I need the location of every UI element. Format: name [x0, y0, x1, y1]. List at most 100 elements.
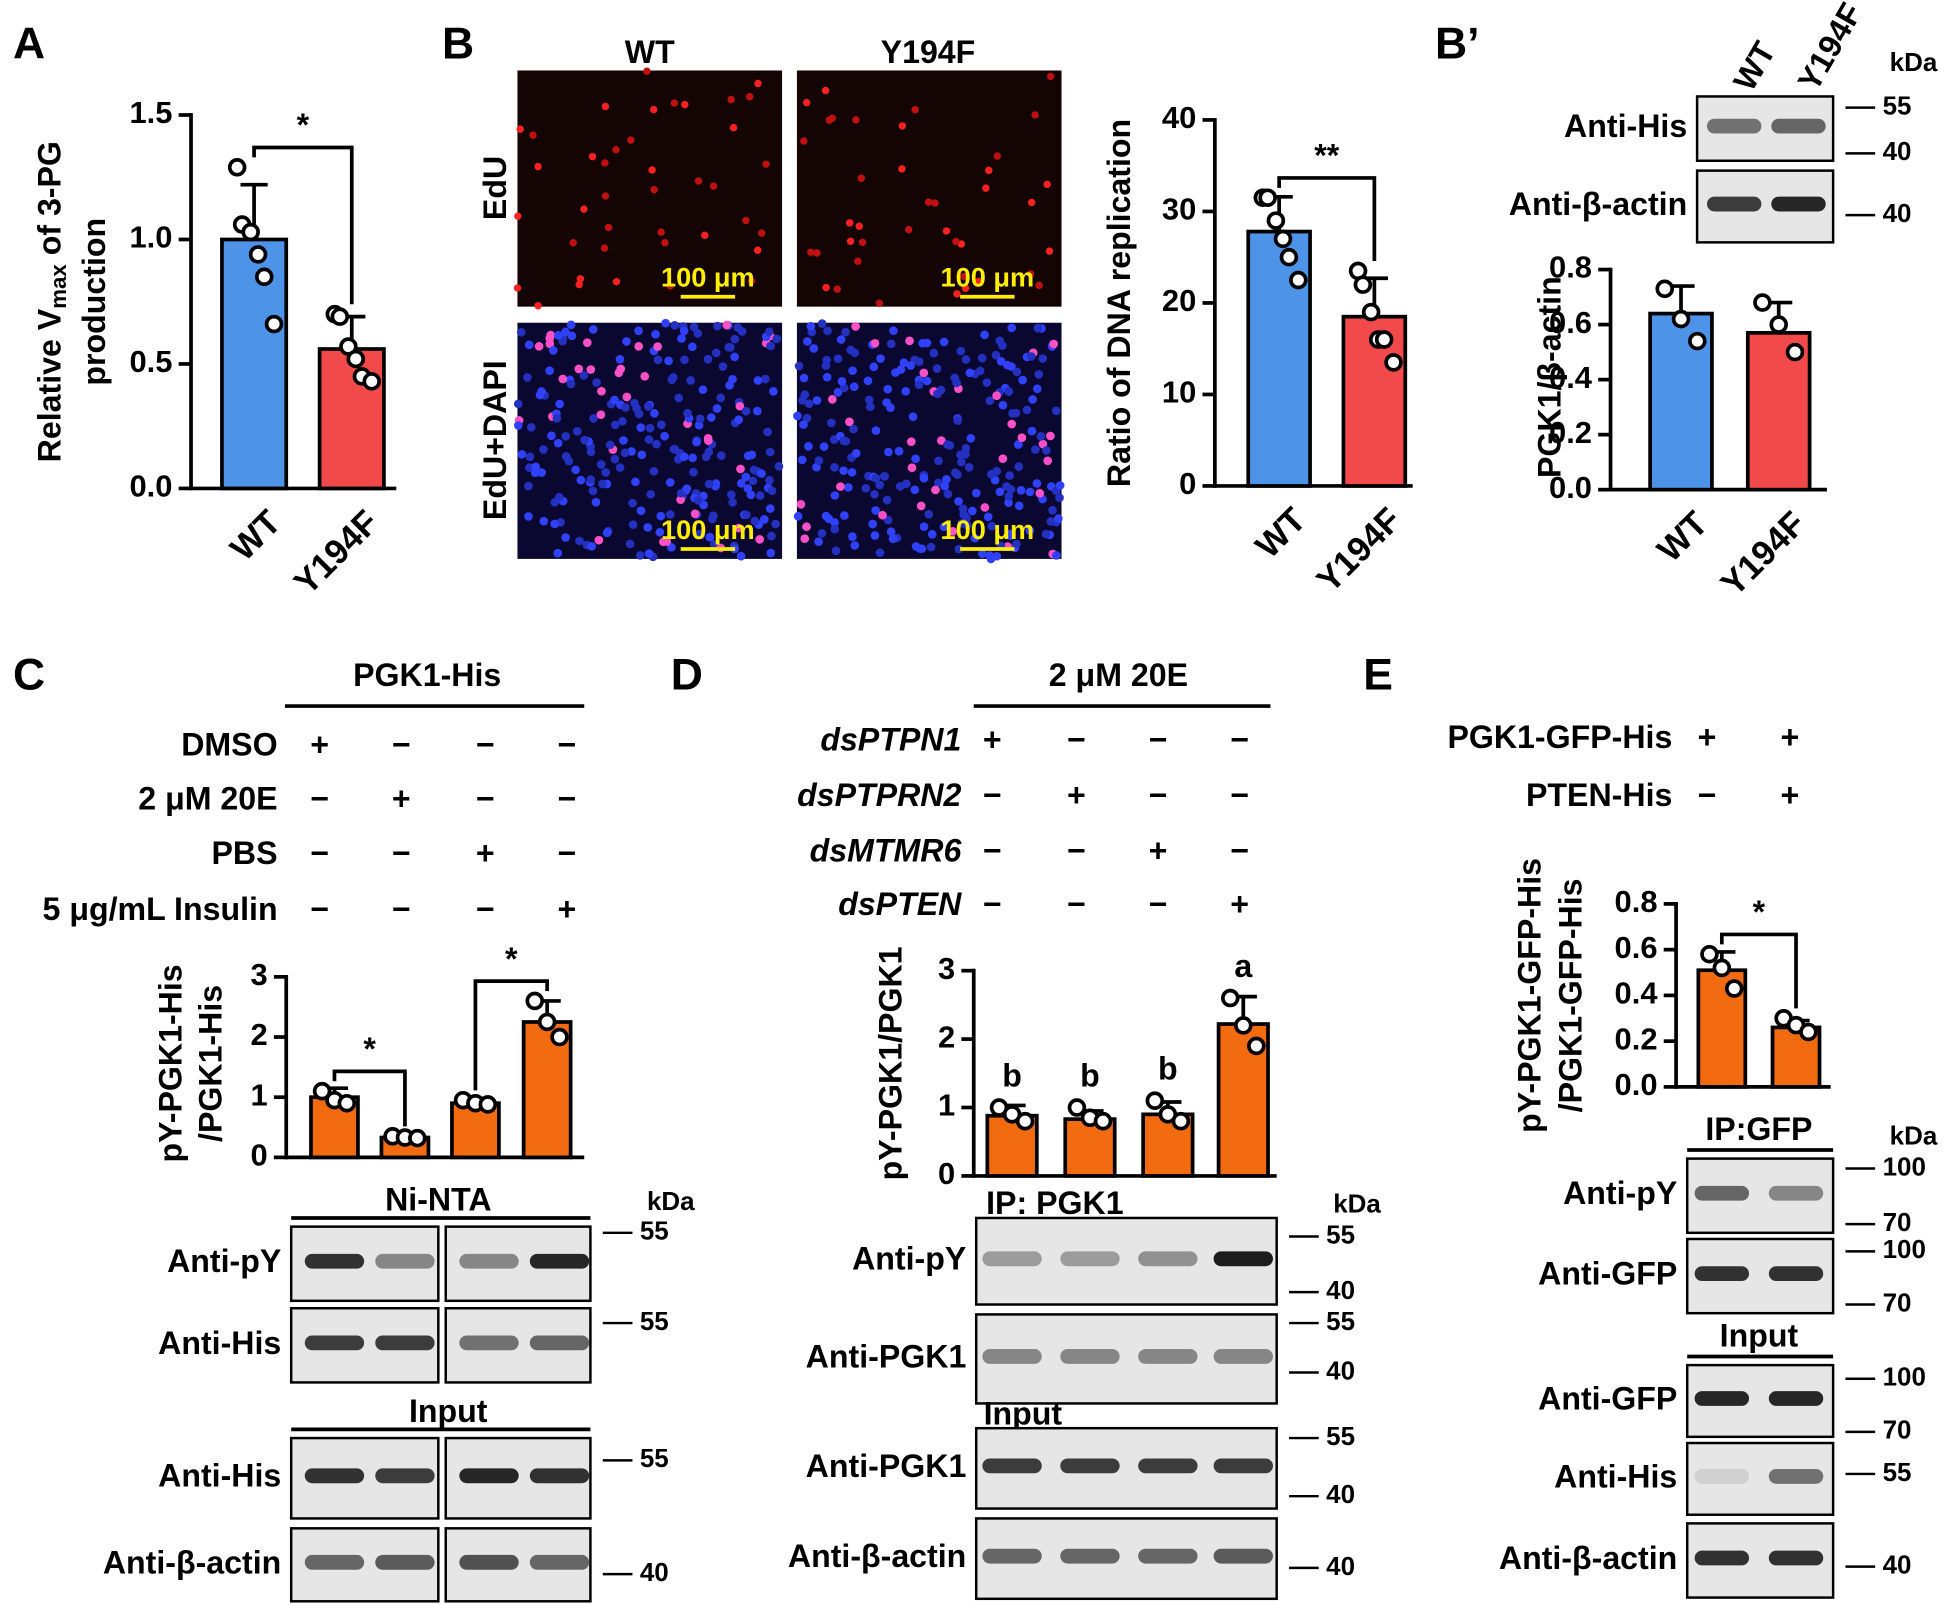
cell: [963, 520, 972, 530]
cell: [734, 415, 744, 425]
y-tick-label: 1.0: [130, 220, 173, 255]
cell: [813, 249, 821, 257]
cell: [681, 100, 689, 109]
cell: [772, 334, 782, 344]
cell: [932, 364, 942, 373]
cell: [627, 136, 635, 144]
cell: [575, 536, 584, 546]
cell: [648, 166, 656, 174]
data-point: [1247, 1036, 1266, 1056]
blot-band: [1213, 1548, 1273, 1564]
cell: [653, 342, 663, 351]
cell: [833, 388, 843, 397]
cell: [954, 544, 964, 554]
panel-label: C: [13, 650, 45, 699]
blot-row-label: Anti-His: [158, 1325, 281, 1361]
cell: [683, 408, 692, 418]
cell: [1022, 405, 1032, 415]
blot-band: [459, 1253, 519, 1269]
cell: [922, 376, 932, 386]
cell: [1035, 281, 1043, 290]
cell: [871, 473, 881, 483]
cell: [982, 184, 990, 192]
cell: [911, 106, 919, 114]
cell: [567, 331, 577, 341]
data-point: [312, 1081, 332, 1101]
cell: [716, 393, 726, 403]
cell: [1052, 551, 1061, 560]
blot-band: [375, 1335, 435, 1351]
cell: [747, 450, 757, 460]
cell: [908, 412, 918, 421]
cell: [894, 446, 904, 456]
cell: [961, 449, 970, 459]
cell: [692, 437, 701, 447]
cell: [621, 403, 630, 412]
blot-band: [375, 1554, 435, 1570]
cell: [933, 478, 943, 488]
condition-sign: +: [1780, 777, 1799, 813]
cell: [953, 290, 961, 298]
cell: [1046, 517, 1056, 526]
condition-label: dsPTEN: [838, 886, 962, 922]
group-letter: b: [1002, 1057, 1022, 1093]
cell: [730, 352, 740, 362]
cell: [980, 503, 990, 512]
cell: [693, 329, 703, 338]
cell: [992, 551, 1002, 561]
cell: [741, 472, 751, 482]
y-tick-label: 3: [938, 951, 955, 986]
cell: [743, 484, 753, 493]
cell: [839, 466, 848, 476]
condition-sign: −: [476, 781, 495, 817]
cell: [580, 435, 589, 445]
cell: [931, 199, 939, 207]
cell: [906, 361, 916, 370]
cell: [804, 399, 814, 409]
micrograph: 100 μm: [513, 318, 784, 562]
data-point: [1015, 1111, 1035, 1131]
cell: [546, 330, 555, 340]
condition-sign: +: [392, 781, 411, 817]
y-tick-label: 0.8: [1549, 250, 1592, 285]
cell: [1027, 426, 1037, 436]
y-tick-label: 1: [938, 1088, 955, 1123]
cell: [592, 378, 601, 387]
marker-label: 70: [1883, 1287, 1912, 1317]
cell: [1042, 446, 1051, 455]
cell: [566, 379, 576, 389]
significance-bracket: [473, 979, 549, 1091]
cell: [1012, 539, 1021, 549]
cell: [1032, 479, 1042, 488]
scale-bar-label: 100 μm: [661, 514, 755, 545]
cell: [878, 510, 887, 520]
marker-label: 55: [1883, 90, 1912, 120]
cell: [662, 537, 672, 546]
cell: [998, 454, 1008, 464]
cell: [569, 239, 577, 247]
cell: [943, 489, 953, 499]
data-point: [1353, 275, 1373, 294]
cell: [964, 463, 974, 472]
cell: [517, 449, 527, 459]
micrograph: 100 μm: [793, 319, 1065, 564]
cell: [682, 484, 692, 493]
cell: [730, 334, 740, 344]
blot-band: [375, 1253, 435, 1269]
cell: [812, 396, 822, 405]
blot-band: [529, 1554, 590, 1570]
cell: [762, 160, 770, 168]
cell: [985, 551, 995, 560]
cell: [627, 447, 636, 456]
cell: [635, 551, 645, 560]
blot-band: [459, 1554, 519, 1570]
data-point: [525, 991, 545, 1011]
cell: [604, 223, 613, 232]
cell: [703, 354, 713, 364]
cell: [661, 318, 670, 328]
y-tick-label: 0.6: [1615, 930, 1658, 965]
cell: [706, 413, 716, 422]
panel-label: B’: [1435, 20, 1480, 69]
y-tick-label: 1.5: [130, 95, 173, 130]
y-axis-label: pY-PGK1-GFP-His: [1512, 858, 1548, 1133]
